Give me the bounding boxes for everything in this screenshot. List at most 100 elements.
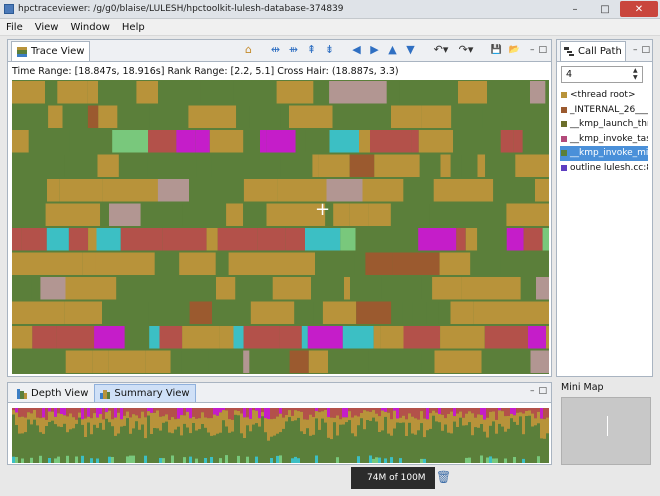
menu-help[interactable]: Help: [121, 21, 145, 33]
call-path-item[interactable]: __kmp_launch_thre: [560, 117, 648, 132]
mini-map[interactable]: [561, 397, 651, 465]
zoom-out-process-icon[interactable]: ⇟: [324, 43, 335, 56]
up-icon[interactable]: ▲: [388, 43, 397, 56]
zoom-out-time-icon[interactable]: ⇻: [288, 43, 299, 56]
trace-segment: [243, 326, 280, 349]
summary-bar: [546, 417, 549, 434]
save-icon[interactable]: 💾: [490, 45, 503, 55]
summary-bar: [69, 413, 72, 430]
summary-bar: [54, 458, 57, 463]
summary-bar: [507, 408, 510, 416]
summary-canvas[interactable]: [12, 408, 549, 463]
summary-bar: [297, 408, 300, 412]
summary-bar: [381, 410, 384, 431]
call-path-item[interactable]: __kmp_invoke_tas: [560, 132, 648, 147]
redo-icon[interactable]: ↷▾: [458, 43, 474, 56]
call-path-item-label: outline lulesh.cc:8: [570, 162, 648, 173]
trace-maximize-button[interactable]: □: [538, 45, 547, 55]
call-path-minimize-button[interactable]: –: [632, 45, 638, 55]
summary-bar: [285, 408, 288, 415]
call-path-item[interactable]: __kmp_invoke_mi: [560, 146, 648, 161]
menu-window[interactable]: Window: [70, 21, 110, 33]
call-path-item[interactable]: _INTERNAL_26______: [560, 103, 648, 118]
trace-segment: [98, 105, 118, 128]
summary-bar: [369, 455, 372, 463]
trace-segment: [461, 154, 478, 177]
trace-segment: [373, 326, 381, 349]
trace-segment: [188, 105, 237, 128]
trace-segment: [217, 228, 258, 251]
tab-summary-view[interactable]: Summary View: [94, 384, 196, 402]
summary-bar: [120, 408, 123, 420]
down-icon[interactable]: ▼: [406, 43, 415, 56]
summary-bar: [303, 408, 306, 420]
summary-bar: [417, 408, 420, 420]
trace-segment: [349, 154, 375, 177]
summary-bar: [441, 414, 444, 431]
trace-segment: [116, 277, 152, 300]
summary-bar: [267, 419, 270, 441]
trace-segment: [419, 154, 441, 177]
summary-bar: [144, 408, 147, 418]
trace-segment: [418, 130, 454, 153]
tab-trace-view[interactable]: Trace View: [11, 41, 91, 61]
menu-view[interactable]: View: [34, 21, 59, 33]
bottom-minimize-button[interactable]: –: [529, 386, 535, 396]
depth-input[interactable]: 4: [561, 66, 643, 83]
trace-segment: [94, 326, 125, 349]
trace-segment: [523, 350, 531, 373]
minimize-button[interactable]: –: [572, 3, 578, 15]
summary-bar: [315, 455, 318, 463]
summary-bar: [108, 410, 111, 423]
trace-minimize-button[interactable]: –: [529, 45, 535, 55]
trace-segment: [45, 81, 58, 104]
trace-segment: [272, 277, 311, 300]
trash-icon[interactable]: 🗑: [436, 470, 452, 484]
summary-bar: [540, 418, 543, 439]
tab-depth-view[interactable]: Depth View: [11, 384, 95, 402]
summary-bar: [111, 419, 114, 427]
summary-bar: [315, 411, 318, 419]
trace-segment: [397, 228, 419, 251]
zoom-in-process-icon[interactable]: ⇞: [306, 43, 317, 56]
summary-bar: [339, 419, 342, 425]
summary-bar: [138, 408, 141, 419]
maximize-button[interactable]: □: [600, 3, 610, 15]
open-icon[interactable]: 📂: [508, 45, 521, 55]
summary-bar: [45, 419, 48, 426]
mini-map-viewport[interactable]: [607, 416, 608, 436]
depth-spinner[interactable]: ▲ ▼: [633, 67, 638, 81]
summary-bar: [99, 408, 102, 414]
call-path-item[interactable]: <thread root>: [560, 88, 648, 103]
trace-segment: [305, 228, 341, 251]
summary-bar: [105, 412, 108, 419]
close-button[interactable]: ✕: [620, 1, 658, 17]
tab-call-path[interactable]: Call Path: [560, 41, 626, 61]
summary-bar: [432, 408, 435, 411]
home-icon[interactable]: ⌂: [244, 43, 252, 56]
trace-segment: [195, 130, 210, 153]
trace-segment: [46, 228, 69, 251]
right-icon[interactable]: ▶: [370, 43, 379, 56]
zoom-in-time-icon[interactable]: ⇹: [270, 43, 281, 56]
trace-canvas[interactable]: [12, 80, 549, 374]
call-path-maximize-button[interactable]: □: [641, 45, 650, 55]
summary-bar: [435, 408, 438, 413]
left-icon[interactable]: ◀: [352, 43, 361, 56]
trace-segment: [28, 130, 70, 153]
summary-bar: [453, 416, 456, 422]
undo-icon[interactable]: ↶▾: [433, 43, 449, 56]
call-path-item[interactable]: outline lulesh.cc:8: [560, 161, 648, 176]
bottom-maximize-button[interactable]: □: [538, 386, 547, 396]
summary-bar: [117, 408, 120, 413]
trace-segment: [536, 277, 549, 300]
trace-segment: [374, 154, 420, 177]
summary-bar: [186, 411, 189, 428]
trace-segment: [12, 301, 65, 324]
menu-file[interactable]: File: [6, 21, 23, 33]
trace-segment: [477, 228, 507, 251]
trace-segment: [485, 130, 501, 153]
summary-bar: [528, 410, 531, 416]
trace-segment: [450, 301, 474, 324]
trace-segment: [450, 154, 462, 177]
